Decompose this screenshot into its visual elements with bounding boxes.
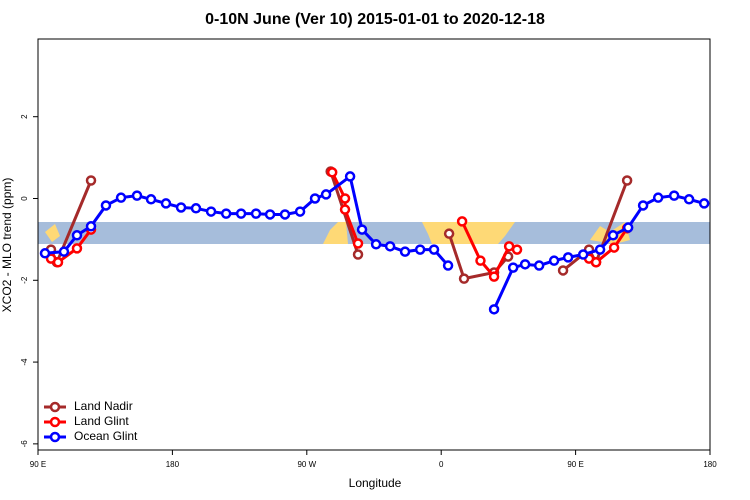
data-point: [71, 230, 83, 241]
data-point: [608, 242, 620, 253]
plot-frame: [37, 38, 711, 451]
x-tick-label: 180: [166, 460, 180, 469]
y-tick-label: -4: [20, 358, 29, 366]
data-point: [594, 244, 606, 255]
data-point: [488, 271, 500, 282]
data-point: [190, 203, 202, 214]
data-point: [235, 208, 247, 219]
data-point: [71, 243, 83, 254]
data-point: [205, 206, 217, 217]
legend-label: Land Nadir: [74, 399, 133, 413]
land-south-america: [323, 222, 348, 244]
data-point: [652, 192, 664, 203]
legend-swatch-point: [49, 431, 61, 443]
data-point: [698, 198, 710, 209]
data-point: [279, 209, 291, 220]
data-point: [356, 224, 368, 235]
data-point: [488, 304, 500, 315]
data-point: [160, 198, 172, 209]
data-point: [85, 221, 97, 232]
land-islands: [45, 224, 60, 242]
data-point: [264, 209, 276, 220]
data-point: [607, 230, 619, 241]
data-point: [533, 260, 545, 271]
data-point: [384, 241, 396, 252]
data-point: [131, 190, 143, 201]
data-point: [250, 208, 262, 219]
data-point: [414, 244, 426, 255]
data-point: [668, 190, 680, 201]
data-point: [115, 192, 127, 203]
data-point: [320, 189, 332, 200]
data-point: [145, 194, 157, 205]
data-point: [622, 222, 634, 233]
data-point: [309, 193, 321, 204]
data-point: [548, 255, 560, 266]
data-point: [352, 238, 364, 249]
data-point: [637, 200, 649, 211]
data-point: [339, 193, 351, 204]
data-point: [352, 249, 364, 260]
y-tick-label: -2: [20, 276, 29, 284]
data-point: [326, 167, 338, 178]
map-strip: [38, 222, 710, 244]
data-point: [683, 194, 695, 205]
x-tick-label: 0: [439, 460, 444, 469]
data-point: [100, 200, 112, 211]
y-axis-label: XCO2 - MLO trend (ppm): [0, 178, 14, 313]
data-point: [428, 244, 440, 255]
data-point: [370, 239, 382, 250]
x-tick-label: 90 W: [297, 460, 316, 469]
x-tick-label: 90 E: [30, 460, 46, 469]
data-point: [458, 273, 470, 284]
data-point: [399, 246, 411, 257]
data-point: [621, 175, 633, 186]
data-point: [294, 206, 306, 217]
legend-swatch-point: [49, 401, 61, 413]
data-point: [519, 259, 531, 270]
data-point: [175, 202, 187, 213]
x-tick-label: 180: [703, 460, 717, 469]
data-point: [562, 252, 574, 263]
data-point: [85, 175, 97, 186]
data-point: [220, 208, 232, 219]
data-point: [442, 260, 454, 271]
x-tick-label: 90 E: [567, 460, 583, 469]
data-point: [511, 244, 523, 255]
data-point: [52, 257, 64, 268]
data-point: [339, 204, 351, 215]
data-point: [507, 262, 519, 273]
data-point: [557, 265, 569, 276]
data-point: [443, 228, 455, 239]
data-point: [344, 171, 356, 182]
data-point: [577, 249, 589, 260]
data-point: [475, 255, 486, 266]
y-tick-label: -6: [20, 440, 29, 448]
chart-title: 0-10N June (Ver 10) 2015-01-01 to 2020-1…: [205, 11, 545, 28]
legend-label: Land Glint: [74, 414, 129, 428]
data-point: [590, 257, 602, 268]
legend-label: Ocean Glint: [74, 429, 138, 443]
ocean-strip: [38, 222, 710, 244]
x-axis-label: Longitude: [349, 476, 402, 490]
data-point: [456, 216, 468, 227]
y-tick-label: 0: [20, 196, 29, 201]
legend-swatch-point: [49, 416, 61, 428]
data-point: [58, 246, 70, 257]
data-point: [39, 248, 51, 259]
y-tick-label: 2: [20, 114, 29, 119]
